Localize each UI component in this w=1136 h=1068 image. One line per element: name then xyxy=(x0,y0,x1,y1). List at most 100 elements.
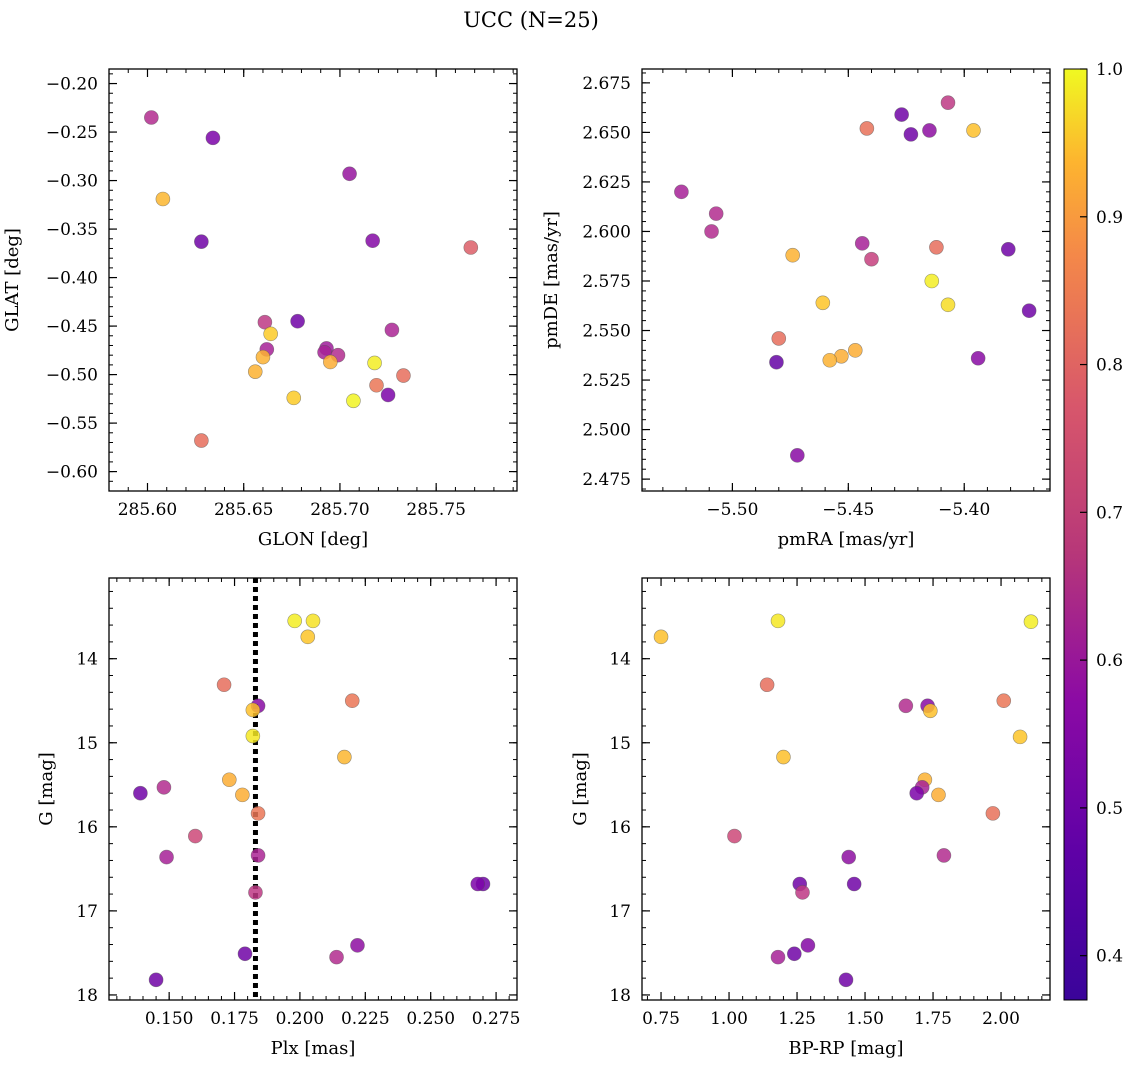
colorbar-tick-label: 0.4 xyxy=(1096,947,1123,967)
data-point xyxy=(776,749,791,765)
y-tick-label: 2.600 xyxy=(582,222,631,242)
data-point xyxy=(785,247,800,263)
data-point xyxy=(931,787,946,803)
data-point xyxy=(287,613,302,629)
data-point xyxy=(194,234,209,249)
y-axis-label: pmDE [mas/yr] xyxy=(541,211,562,349)
data-point xyxy=(337,749,352,765)
x-tick-label: 285.75 xyxy=(406,500,465,520)
data-point xyxy=(323,354,338,370)
y-tick-label: 2.500 xyxy=(582,421,631,441)
data-point xyxy=(770,949,786,965)
data-point xyxy=(344,693,360,709)
data-point xyxy=(290,313,305,329)
x-tick-label: 0.75 xyxy=(642,1009,680,1029)
data-point xyxy=(759,677,775,693)
y-tick-label: 15 xyxy=(76,734,98,754)
colorbar-tick-label: 0.5 xyxy=(1096,799,1123,819)
data-point xyxy=(970,350,986,366)
x-tick-label: 1.75 xyxy=(914,1009,952,1029)
data-point xyxy=(250,848,266,863)
x-tick-label: 0.175 xyxy=(210,1009,259,1029)
y-tick-label: 18 xyxy=(609,986,631,1006)
data-point xyxy=(940,297,956,313)
y-tick-label: 2.550 xyxy=(582,322,631,342)
x-tick-label: −5.45 xyxy=(822,500,874,520)
data-point xyxy=(815,295,831,311)
y-tick-label: 16 xyxy=(609,818,631,838)
y-tick-label: 2.675 xyxy=(582,74,631,94)
x-axis-label: BP-RP [mag] xyxy=(788,1038,903,1059)
y-tick-label: 17 xyxy=(76,902,98,922)
data-point xyxy=(257,314,273,330)
data-point xyxy=(674,184,689,200)
data-point xyxy=(708,206,724,221)
data-point xyxy=(216,677,232,693)
y-tick-label: 18 xyxy=(76,986,98,1006)
data-point xyxy=(1021,303,1037,319)
x-axis-label: GLON [deg] xyxy=(258,529,368,550)
y-tick-label: −0.25 xyxy=(46,123,98,143)
data-point xyxy=(255,349,271,365)
y-tick-label: 2.575 xyxy=(582,272,631,292)
data-point xyxy=(144,110,159,125)
data-point xyxy=(205,130,221,146)
data-point xyxy=(470,876,486,892)
data-point xyxy=(159,849,174,865)
axes-frame xyxy=(641,577,1051,1001)
data-point xyxy=(380,387,396,403)
data-point xyxy=(924,273,940,289)
data-point xyxy=(787,946,802,962)
x-tick-label: 1.25 xyxy=(778,1009,816,1029)
data-point xyxy=(727,828,742,844)
data-point xyxy=(463,240,479,255)
x-tick-label: 0.150 xyxy=(145,1009,194,1029)
y-tick-label: 14 xyxy=(609,650,631,670)
y-tick-label: 2.475 xyxy=(582,470,631,490)
data-point xyxy=(248,885,263,900)
data-point xyxy=(846,876,862,892)
x-tick-label: 0.275 xyxy=(472,1009,521,1029)
axes-frame xyxy=(641,68,1051,492)
data-point xyxy=(985,806,1001,821)
axes-frame xyxy=(108,577,518,1001)
data-point xyxy=(247,364,263,379)
x-axis-label: pmRA [mas/yr] xyxy=(778,529,915,550)
colorbar-tick-label: 0.6 xyxy=(1096,651,1123,671)
data-point xyxy=(940,95,956,110)
data-point xyxy=(235,787,250,803)
x-tick-label: 0.200 xyxy=(276,1009,325,1029)
y-tick-label: −0.60 xyxy=(46,463,98,483)
x-tick-label: 1.00 xyxy=(710,1009,748,1029)
data-point xyxy=(250,806,266,821)
data-point xyxy=(346,393,361,409)
data-point xyxy=(367,355,382,371)
y-tick-label: 14 xyxy=(76,650,98,670)
data-point xyxy=(847,343,863,358)
data-point xyxy=(342,166,357,182)
panel-plx-g: 0.150 0.175 0.200 0.225 0.250 0.275 14 15 16 17 18… xyxy=(36,577,521,1059)
colorbar-tick-label: 0.9 xyxy=(1096,208,1123,228)
data-point xyxy=(237,946,253,962)
data-point xyxy=(188,828,203,844)
x-tick-label: 0.250 xyxy=(406,1009,455,1029)
data-point xyxy=(859,121,875,136)
data-point xyxy=(769,354,784,370)
colorbar-ticks: 0.4 0.5 0.6 0.7 0.8 0.9 1.0 xyxy=(1080,60,1123,967)
y-axis-label: GLAT [deg] xyxy=(2,228,23,332)
data-point xyxy=(245,728,261,744)
data-point xyxy=(922,123,937,138)
panel-glon-glat: 285.60 285.65 285.70 285.75 −0.60 −0.55 −0.50 −… xyxy=(2,68,518,550)
data-point xyxy=(384,322,400,338)
figure-title: UCC (N=25) xyxy=(463,8,599,32)
data-point xyxy=(966,123,981,138)
data-point xyxy=(903,127,919,142)
y-tick-label: 2.625 xyxy=(582,173,631,193)
data-point xyxy=(770,613,786,629)
x-tick-label: −5.50 xyxy=(706,500,758,520)
data-point xyxy=(245,702,261,718)
data-point xyxy=(898,698,914,714)
data-point xyxy=(365,233,380,249)
data-point xyxy=(909,785,925,801)
data-point xyxy=(704,224,719,239)
